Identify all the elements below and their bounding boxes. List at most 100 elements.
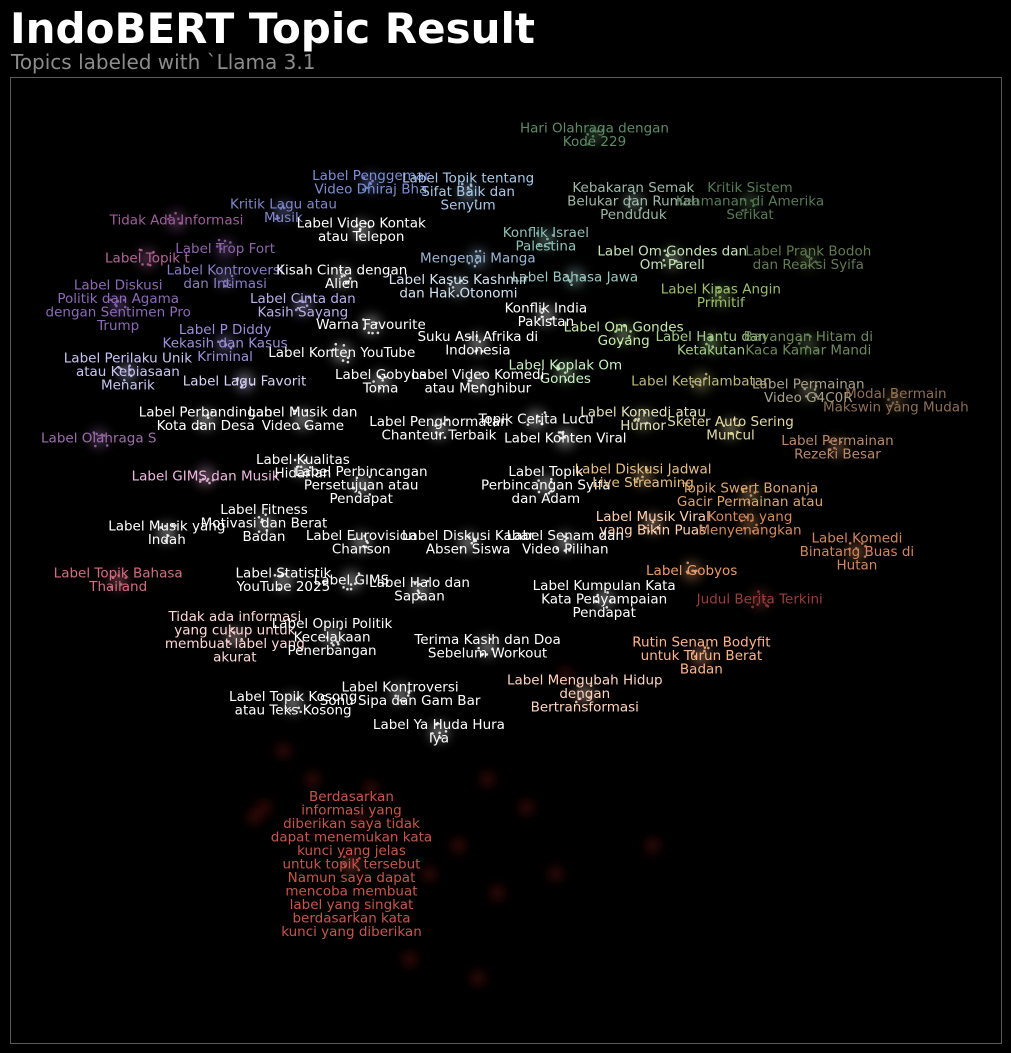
document-point bbox=[744, 487, 748, 490]
document-point bbox=[491, 647, 494, 651]
document-point bbox=[217, 340, 220, 344]
document-point bbox=[339, 627, 343, 630]
document-point bbox=[228, 634, 232, 638]
topic-label: Hari Olahraga dengan Kode 229 bbox=[520, 121, 669, 151]
topic-label-line: Bayangan Hitam di bbox=[744, 329, 873, 345]
document-point bbox=[478, 249, 482, 253]
document-point bbox=[469, 184, 473, 188]
topic-cluster-glow bbox=[799, 249, 818, 268]
topic-label-line: Kekasih dan Kasus bbox=[163, 336, 288, 352]
document-point bbox=[662, 258, 666, 262]
document-point bbox=[372, 380, 375, 383]
outlier-glow bbox=[560, 670, 571, 681]
topic-cluster-glow bbox=[391, 685, 410, 704]
topic-cluster-glow bbox=[109, 296, 128, 315]
topic-label-line: Toma bbox=[362, 380, 399, 396]
document-point bbox=[566, 536, 569, 540]
topic-label-line: Video Pilihan bbox=[522, 541, 609, 557]
document-point bbox=[229, 642, 232, 646]
topic-label: Label GIMS bbox=[314, 572, 389, 588]
document-point bbox=[217, 238, 221, 242]
topic-label: Judul Berita Terkini bbox=[696, 591, 823, 607]
document-point bbox=[371, 331, 374, 335]
document-point bbox=[587, 142, 590, 146]
topic-cluster-glow bbox=[118, 363, 137, 382]
topic-label: Label Om Gondes dan Om Parell bbox=[597, 244, 747, 274]
topic-label-line: Kode 229 bbox=[563, 134, 626, 150]
topic-label-line: Kecelakaan bbox=[294, 629, 371, 645]
document-point bbox=[557, 431, 561, 434]
document-point bbox=[848, 547, 851, 551]
document-point bbox=[418, 595, 422, 599]
document-point bbox=[703, 646, 707, 649]
topic-label-line: Om Parell bbox=[640, 257, 705, 273]
topic-label: Kritik Sistem Keamanan di Amerika Serikat bbox=[676, 180, 824, 223]
topic-label-line: untuk Turun Berat bbox=[641, 648, 762, 664]
topic-label-line: Kriminal bbox=[197, 349, 253, 365]
document-point bbox=[489, 637, 492, 641]
document-point bbox=[330, 641, 333, 645]
document-point bbox=[717, 290, 721, 293]
document-point bbox=[815, 395, 819, 398]
document-point bbox=[449, 283, 452, 286]
document-point bbox=[472, 539, 476, 543]
outlier-glow bbox=[278, 745, 289, 756]
document-point bbox=[806, 333, 809, 337]
topic-label-line: Motivasi dan Berat bbox=[201, 516, 328, 532]
document-point bbox=[206, 413, 210, 417]
topic-cluster-glow bbox=[585, 126, 604, 145]
topic-label-line: atau Telepon bbox=[318, 229, 404, 245]
topic-label: Label Diskusi Kabar Absen Siswa bbox=[402, 528, 535, 558]
topic-label-line: Indah bbox=[148, 532, 186, 548]
outlier-glow bbox=[259, 802, 269, 813]
topic-cluster-glow bbox=[216, 268, 235, 287]
topic-label-line: Indonesia bbox=[445, 342, 510, 358]
document-point bbox=[674, 259, 678, 263]
topic-label-line: Rutin Senam Bodyfit bbox=[632, 635, 770, 651]
topic-label-line: Label Opini Politik bbox=[272, 616, 393, 632]
document-point bbox=[349, 587, 353, 591]
document-point bbox=[864, 544, 867, 548]
topic-label: Label Halo dan Sapaan bbox=[369, 575, 470, 604]
document-point bbox=[460, 279, 463, 283]
topic-label: Label Statistik YouTube 2025 bbox=[236, 566, 332, 596]
topic-cluster-glow bbox=[361, 315, 380, 334]
document-point bbox=[591, 134, 595, 138]
document-point bbox=[438, 433, 442, 436]
topic-label-line: Konten yang bbox=[708, 509, 793, 525]
document-point bbox=[737, 424, 740, 427]
document-point bbox=[752, 204, 755, 208]
document-point bbox=[726, 287, 730, 291]
document-point bbox=[805, 345, 809, 349]
document-point bbox=[138, 248, 142, 252]
topic-label-line: Konflik Israel bbox=[503, 225, 589, 241]
topic-cluster-glow bbox=[138, 249, 157, 268]
topic-cluster-glow bbox=[89, 429, 108, 448]
document-point bbox=[526, 423, 530, 426]
document-point bbox=[722, 424, 726, 428]
outlier-glow bbox=[550, 869, 561, 880]
topic-label-line: Thailand bbox=[88, 579, 147, 595]
document-point bbox=[744, 516, 748, 519]
document-point bbox=[468, 535, 471, 539]
document-point bbox=[892, 391, 895, 395]
topic-label: Label Ya Huda Hura Iya bbox=[373, 717, 505, 747]
document-point bbox=[236, 378, 239, 382]
topic-label-line: Hidarian bbox=[274, 466, 331, 482]
topic-label: Label Koplak Om Gondes bbox=[508, 357, 622, 387]
topic-label-line: Label Permainan bbox=[781, 433, 894, 449]
document-point bbox=[471, 384, 474, 387]
document-point bbox=[543, 244, 547, 248]
document-point bbox=[732, 418, 736, 422]
document-point bbox=[570, 283, 573, 287]
document-point bbox=[399, 698, 403, 702]
document-point bbox=[741, 488, 745, 491]
document-point bbox=[750, 519, 753, 523]
topic-label-line: Keamanan di Amerika bbox=[676, 194, 824, 210]
document-point bbox=[747, 501, 751, 504]
topic-label-line: Menyenangkan bbox=[698, 522, 801, 538]
document-point bbox=[693, 570, 697, 574]
topic-label: Suku Asli Afrika di Indonesia bbox=[417, 329, 538, 359]
topic-cluster-glow bbox=[225, 628, 244, 647]
document-point bbox=[357, 868, 361, 872]
